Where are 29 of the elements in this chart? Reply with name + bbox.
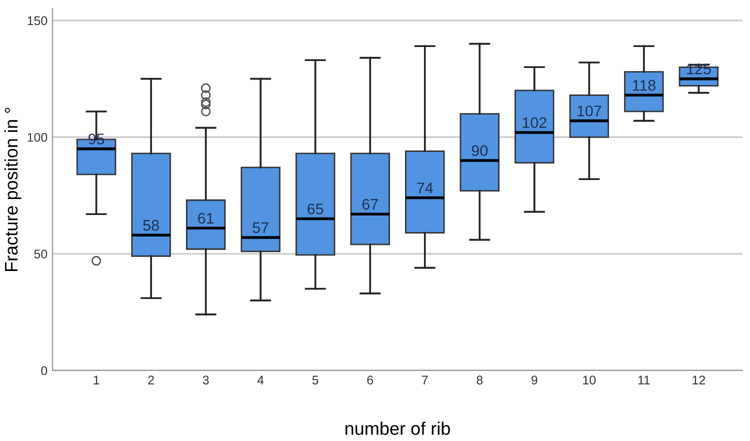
x-tick-label: 2 [148, 376, 154, 384]
x-tick-label: 11 [638, 376, 650, 384]
annotation: 61 [198, 212, 214, 224]
x-tick-label: 12 [692, 376, 706, 384]
annotation: 118 [632, 80, 656, 91]
annotation: 107 [578, 106, 602, 116]
x-tick-label: 4 [257, 376, 264, 384]
y-axis-title: Fracture position in ° [4, 108, 22, 272]
annotation: 67 [362, 198, 378, 210]
y-tick-label: 50 [34, 250, 48, 258]
annotation: 90 [472, 145, 488, 156]
annotation: 95 [88, 134, 104, 144]
annotation: 58 [143, 220, 159, 231]
y-tick-label: 100 [28, 132, 48, 142]
x-tick-label: 8 [476, 376, 483, 384]
annotation: 65 [308, 204, 324, 214]
x-axis-title: number of rib [346, 422, 450, 435]
x-tick-label: 7 [422, 376, 428, 384]
annotation: 74 [417, 182, 433, 194]
annotation: 57 [252, 222, 268, 234]
x-tick-label: 6 [367, 376, 374, 384]
y-tick-label: 0 [41, 366, 48, 376]
x-tick-label: 9 [532, 376, 538, 384]
x-tick-label: 10 [583, 376, 596, 384]
x-tick-label: 3 [202, 376, 209, 384]
y-tick-label: 150 [28, 16, 48, 26]
annotation: 102 [522, 117, 546, 128]
x-tick-label: 1 [94, 376, 100, 384]
x-tick-label: 5 [312, 376, 318, 384]
